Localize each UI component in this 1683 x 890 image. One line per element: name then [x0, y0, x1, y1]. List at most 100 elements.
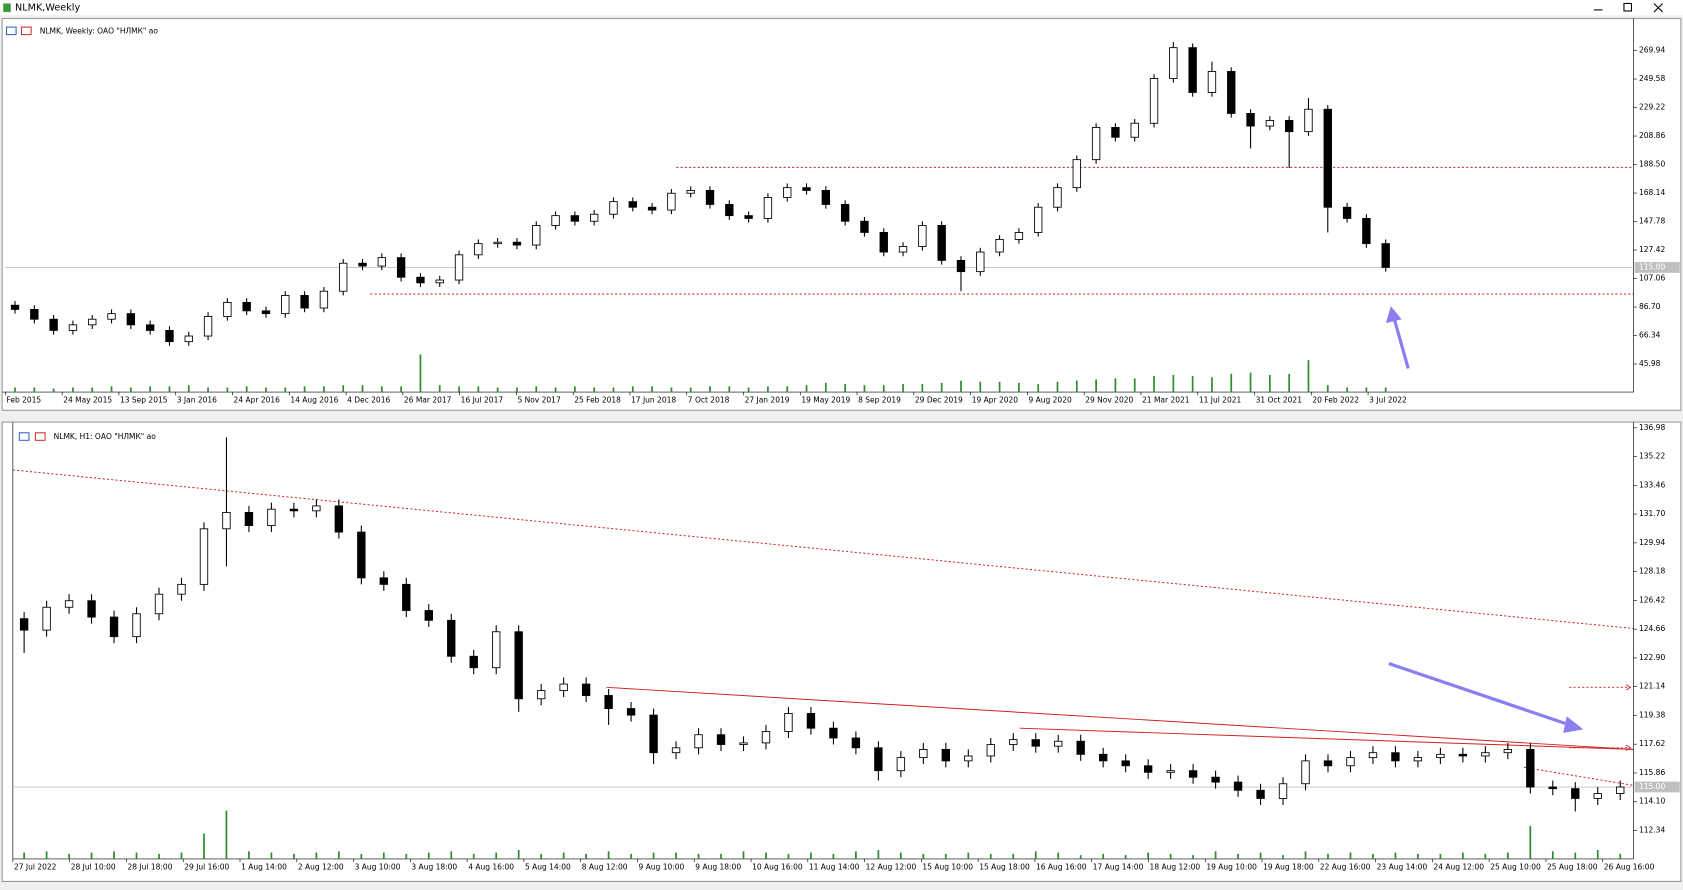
volume-bar — [14, 387, 16, 393]
volume-bar — [113, 851, 115, 859]
volume-bar — [1172, 374, 1175, 393]
candle-body — [454, 254, 464, 281]
candle-body — [581, 683, 591, 696]
candle-body — [860, 220, 869, 233]
candle-body — [919, 748, 928, 759]
volume-bar — [607, 851, 610, 859]
volume-bar — [728, 386, 731, 393]
x-tick-label: 26 Aug 16:00 — [1604, 863, 1655, 872]
x-tick-label: 29 Nov 2020 — [1085, 396, 1133, 405]
candle-body — [1166, 770, 1175, 773]
y-tick-label: 131.70 — [1639, 509, 1665, 518]
close-button[interactable] — [1646, 0, 1671, 16]
x-tick-label: 8 Aug 12:00 — [582, 863, 628, 872]
volume-bar — [1018, 382, 1020, 393]
candle-body — [261, 310, 271, 315]
candle-body — [986, 744, 995, 757]
volume-bar — [697, 853, 700, 859]
current-price-label: 115.00 — [1639, 782, 1665, 791]
volume-bar — [805, 385, 808, 393]
candle-body — [686, 190, 695, 194]
x-tick-label: Feb 2015 — [6, 396, 41, 405]
x-tick-label: 3 Aug 18:00 — [411, 863, 457, 872]
candle-body — [667, 192, 676, 211]
candle-body — [289, 508, 299, 512]
candle-body — [898, 246, 908, 253]
trend-line — [606, 686, 1634, 750]
candle-body — [671, 747, 681, 754]
candle-body — [1323, 108, 1332, 208]
x-tick-label: 7 Oct 2018 — [688, 396, 730, 405]
maximize-button[interactable] — [1616, 0, 1641, 16]
candle-body — [424, 610, 433, 621]
candle-body — [647, 206, 657, 211]
x-tick-label: 3 Aug 10:00 — [355, 863, 401, 872]
x-tick-label: 24 Aug 12:00 — [1433, 863, 1484, 872]
volume-bar — [824, 382, 827, 393]
trend-line — [12, 469, 1634, 629]
candle-body — [551, 215, 560, 226]
volume-bar — [90, 852, 93, 859]
candle-body — [649, 714, 658, 754]
volume-bar — [1551, 851, 1554, 859]
candle-body — [199, 528, 209, 585]
candle-body — [559, 683, 568, 692]
y-tick-label: 133.46 — [1639, 480, 1665, 489]
volume-bar — [940, 382, 943, 393]
volume-bar — [1288, 373, 1291, 393]
y-tick-label: 114.10 — [1639, 797, 1665, 806]
x-tick-label: 12 Aug 12:00 — [866, 863, 917, 872]
volume-bar — [248, 851, 250, 859]
candle-body — [514, 631, 523, 700]
x-tick-label: 15 Aug 18:00 — [979, 863, 1030, 872]
volume-bar — [1307, 360, 1310, 393]
candle-body — [377, 257, 387, 267]
candle-body — [1301, 760, 1310, 785]
volume-bar — [863, 385, 866, 393]
chart-marks: 269.94 249.58 229.22 208.86 188.50 168.14 147.… — [5, 42, 1680, 872]
volume-bar — [810, 852, 812, 859]
candle-body — [1284, 120, 1294, 133]
candle-body — [570, 215, 580, 222]
volume-bar — [495, 852, 498, 859]
y-tick-label: 229.22 — [1639, 103, 1665, 112]
x-tick-label: 24 Apr 2016 — [234, 396, 281, 405]
candle-body — [716, 734, 726, 745]
candle-body — [1072, 159, 1081, 189]
volume-bar — [516, 387, 518, 393]
volume-bar — [1153, 376, 1155, 393]
minimize-button[interactable] — [1586, 0, 1611, 16]
volume-bar — [135, 852, 138, 859]
candle-body — [379, 577, 388, 585]
volume-bar — [33, 387, 36, 393]
candle-body — [1076, 740, 1085, 755]
y-tick-label: 107.06 — [1639, 274, 1665, 283]
candle-body — [604, 695, 613, 710]
candle-body — [705, 190, 715, 205]
x-tick-label: 29 Jul 16:00 — [184, 863, 229, 872]
candle-body — [64, 600, 74, 608]
volume-bar — [1529, 825, 1532, 859]
candle-body — [532, 225, 541, 246]
candle-body — [109, 616, 119, 638]
x-tick-label: 25 Aug 10:00 — [1490, 863, 1541, 872]
volume-bar — [1506, 852, 1509, 859]
volume-bar — [844, 384, 847, 393]
x-tick-label: 23 Aug 14:00 — [1377, 863, 1428, 872]
y-tick-label: 136.98 — [1639, 423, 1665, 432]
volume-bar — [832, 853, 835, 859]
volume-bar — [1230, 373, 1233, 393]
candle-body — [223, 301, 232, 317]
volume-bar — [1484, 853, 1487, 859]
candle-body — [469, 655, 478, 669]
volume-bar — [438, 385, 441, 393]
candle-body — [874, 747, 883, 772]
candle-body — [1233, 781, 1243, 791]
y-tick-label: 129.94 — [1639, 538, 1665, 547]
volume-bar — [270, 852, 273, 859]
volume-bar — [554, 387, 557, 393]
y-tick-label: 127.42 — [1639, 245, 1665, 254]
candle-body — [1111, 127, 1120, 138]
volume-bar — [960, 380, 962, 393]
x-tick-label: 17 Aug 14:00 — [1093, 863, 1144, 872]
